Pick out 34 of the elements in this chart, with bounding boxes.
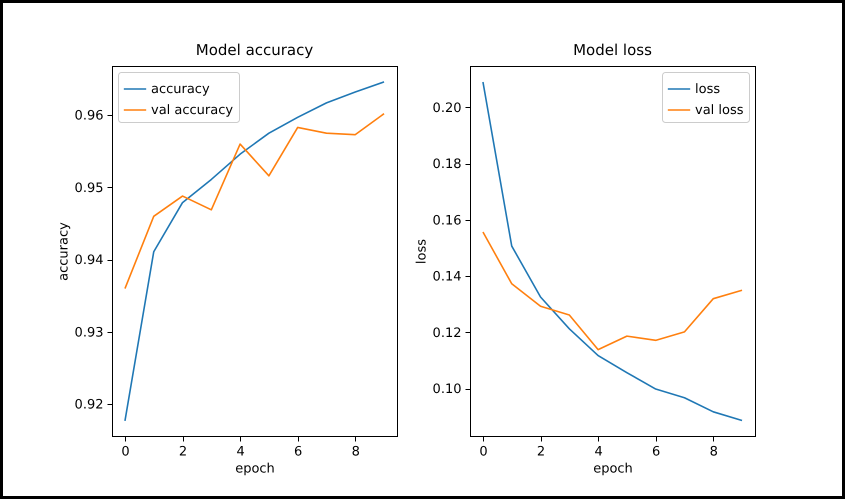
- x-tick-label: 8: [352, 444, 360, 460]
- y-tick-label: 0.92: [74, 398, 104, 413]
- x-axis-title: epoch: [593, 462, 633, 476]
- y-tick-label: 0.12: [432, 326, 462, 341]
- legend-label: val loss: [695, 103, 744, 118]
- x-tick-label: 4: [236, 444, 245, 460]
- x-tick-label: 0: [479, 444, 488, 460]
- line-series: [482, 81, 743, 422]
- legend-label: accuracy: [151, 82, 210, 97]
- line-series: [482, 231, 743, 350]
- chart-title: Model accuracy: [196, 41, 314, 59]
- y-tick-label: 0.18: [432, 157, 462, 172]
- y-tick-label: 0.14: [432, 270, 462, 285]
- y-tick-label: 0.96: [74, 108, 104, 124]
- y-tick-label: 0.94: [74, 253, 104, 268]
- x-tick-label: 8: [710, 444, 718, 460]
- y-tick-label: 0.16: [432, 213, 462, 228]
- x-tick-label: 2: [178, 444, 188, 460]
- y-tick-label: 0.95: [74, 180, 104, 196]
- y-axis-title: loss: [414, 238, 430, 264]
- x-axis-title: epoch: [235, 462, 275, 476]
- x-tick-label: 0: [121, 444, 130, 460]
- x-tick-label: 4: [594, 444, 603, 460]
- x-tick-label: 2: [536, 444, 546, 460]
- y-tick-label: 0.10: [432, 382, 462, 398]
- legend-label: val accuracy: [151, 103, 234, 118]
- chart-title: Model loss: [573, 41, 652, 59]
- y-axis-title: accuracy: [56, 222, 72, 281]
- x-tick-label: 6: [294, 444, 302, 460]
- y-tick-label: 0.20: [432, 100, 462, 116]
- y-tick-label: 0.93: [74, 325, 104, 340]
- legend-label: loss: [695, 82, 720, 97]
- line-series: [124, 81, 385, 422]
- x-tick-label: 6: [652, 444, 660, 460]
